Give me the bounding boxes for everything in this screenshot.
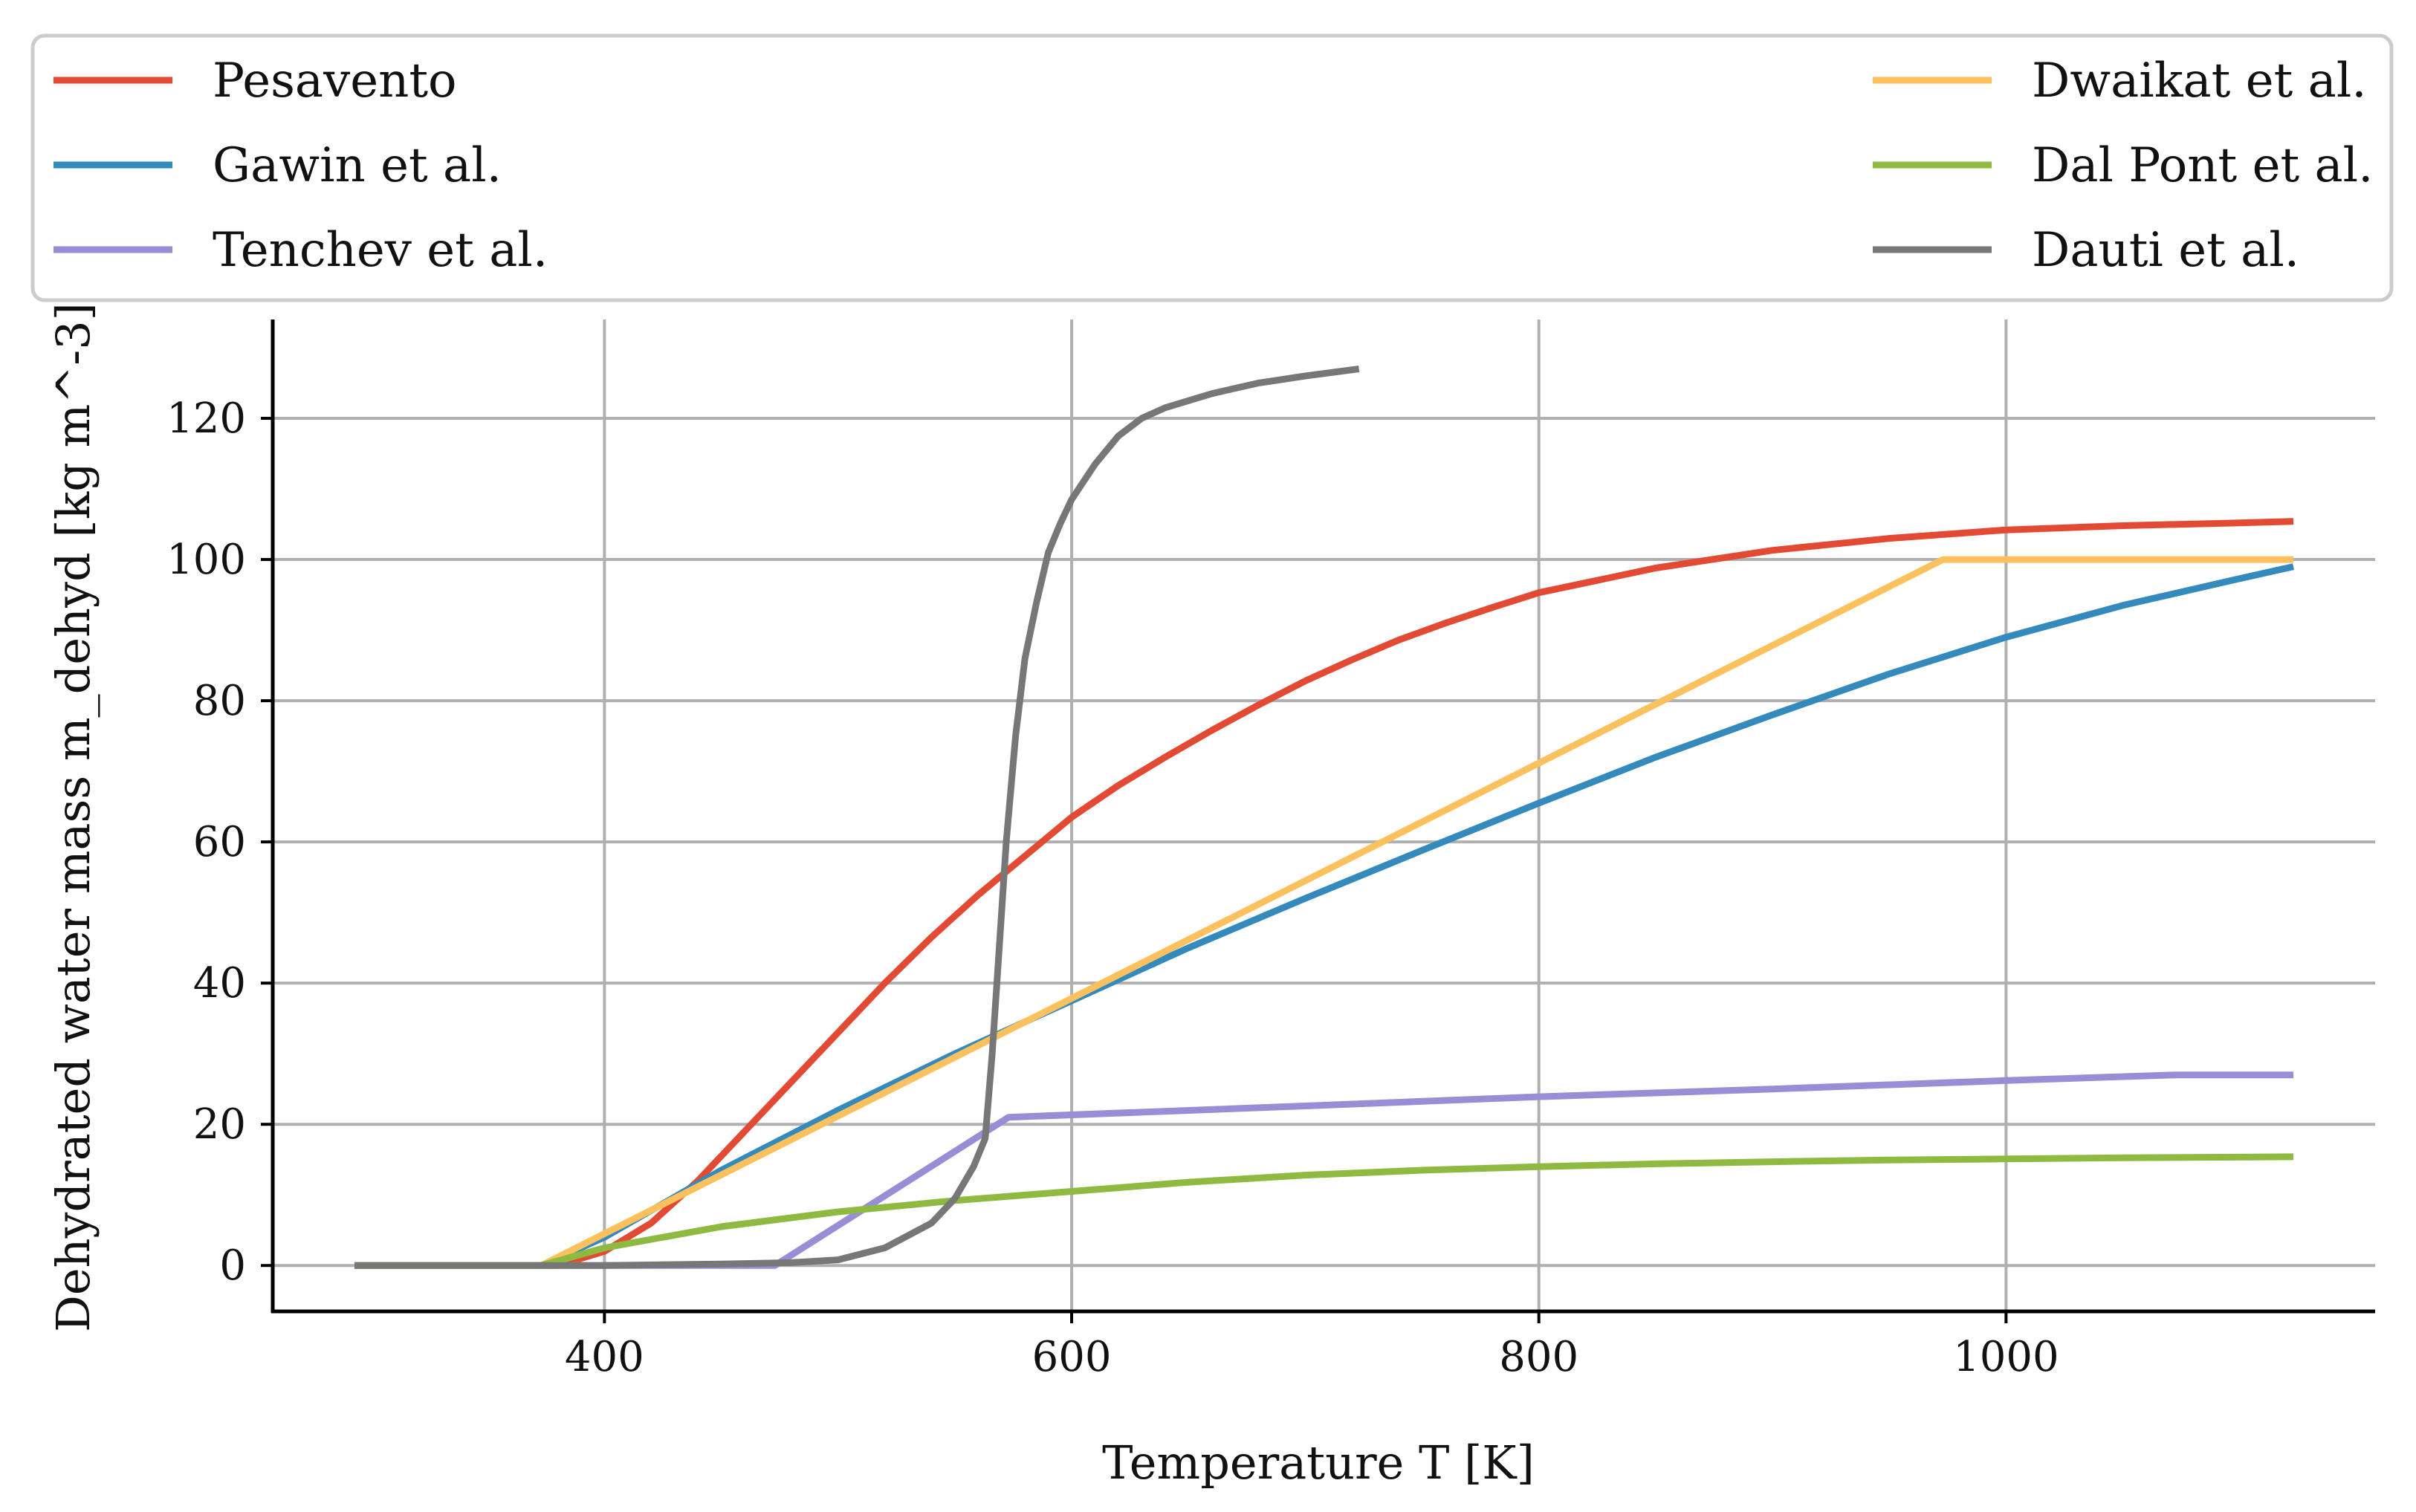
y-tick-label: 0 [219, 1242, 246, 1290]
x-tick-label: 800 [1499, 1333, 1578, 1381]
x-tick-label: 400 [565, 1333, 644, 1381]
x-ticks: 400 600 800 1000 [565, 1311, 2059, 1381]
legend-label-3: Dwaikat et al. [2032, 53, 2367, 108]
y-tick-label: 60 [193, 818, 246, 866]
y-tick-label: 20 [193, 1100, 246, 1149]
series-line-4 [354, 1153, 2294, 1269]
x-axis-title: Temperature T [K] [1102, 1435, 1535, 1490]
series-line-0 [354, 518, 2294, 1269]
series-lines [354, 366, 2294, 1269]
x-tick-label: 1000 [1953, 1333, 2059, 1381]
series-line-5 [354, 366, 1360, 1269]
legend-label-4: Dal Pont et al. [2032, 138, 2373, 193]
y-tick-label: 120 [166, 395, 246, 443]
legend-label-5: Dauti et al. [2032, 223, 2299, 278]
y-tick-label: 80 [193, 677, 246, 725]
series-line-2 [354, 1071, 2293, 1269]
grid-lines [273, 319, 2375, 1311]
axes [271, 319, 2375, 1314]
legend-label-1: Gawin et al. [213, 138, 502, 193]
legend: Pesavento Gawin et al. Tenchev et al. Dwaik… [30, 33, 2394, 302]
y-ticks: 0 20 40 60 80 100 120 [166, 395, 273, 1290]
legend-label-2: Tenchev et al. [213, 223, 548, 278]
x-tick-label: 600 [1032, 1333, 1112, 1381]
y-tick-label: 100 [166, 536, 246, 584]
y-axis-title: Dehydrated water mass m_dehyd [kg m^-3] [46, 302, 100, 1332]
legend-label-0: Pesavento [213, 53, 457, 108]
legend-box [30, 33, 2394, 302]
y-tick-label: 40 [193, 959, 246, 1008]
